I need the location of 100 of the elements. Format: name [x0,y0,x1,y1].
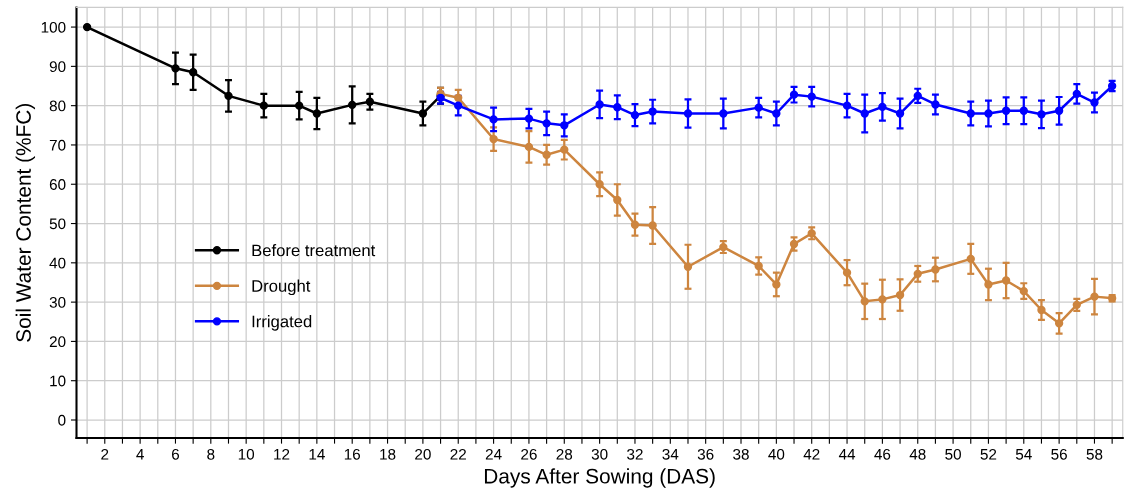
x-tick-label: 30 [591,448,608,460]
point [648,221,657,230]
x-tick-label: 48 [909,448,926,460]
legend-label: Drought [252,279,311,296]
point [931,100,940,109]
point [683,262,693,271]
point [984,109,993,118]
point [595,180,604,189]
point [613,103,622,112]
x-tick-label: 56 [1051,448,1067,460]
x-tick-label: 12 [274,448,290,460]
point [966,254,975,264]
point [542,119,551,128]
x-tick-label: 50 [945,448,961,460]
x-tick-label: 8 [207,448,215,460]
y-tick-label: 70 [49,139,66,151]
point [1037,305,1046,315]
point [648,107,657,116]
point [719,109,728,118]
point [683,109,693,118]
y-tick-label: 90 [49,61,66,73]
x-tick-label: 32 [627,448,643,460]
point [365,97,375,106]
point [1001,276,1011,285]
point [524,114,534,123]
point [560,145,569,154]
y-tick-label: 100 [41,21,66,33]
point [913,269,922,278]
point [1072,89,1081,99]
point [807,92,816,101]
point [1019,106,1028,115]
x-tick-label: 2 [101,448,109,460]
y-tick-label: 0 [58,414,66,426]
x-tick-label: 6 [172,448,180,460]
point [1090,98,1099,107]
point [188,68,198,77]
point [1090,292,1099,301]
point [895,109,905,118]
x-tick-label: 22 [450,448,466,460]
point [772,280,781,289]
point [348,100,357,110]
y-tick-label: 50 [49,218,66,230]
point [878,295,887,304]
x-tick-label: 18 [380,448,396,460]
x-tick-label: 58 [1086,448,1103,460]
point [754,103,763,112]
point [789,90,799,99]
point [754,261,763,271]
point [595,100,604,109]
point [560,121,569,130]
point [312,109,322,118]
x-tick-label: 42 [803,448,820,460]
x-tick-label: 38 [733,448,749,460]
point [860,109,869,118]
x-tick-label: 20 [415,448,431,460]
x-axis-title: Days After Sowing (DAS) [484,468,715,488]
point [82,22,92,32]
point [878,102,887,112]
x-tick-label: 10 [238,448,255,460]
legend-label: Irrigated [252,315,312,331]
point [1054,319,1064,328]
x-tick-label: 52 [980,448,997,460]
point [931,265,940,274]
point [224,91,233,101]
y-tick-label: 60 [49,179,66,190]
y-tick-label: 20 [49,336,66,348]
x-tick-label: 40 [768,448,785,460]
x-tick-label: 36 [697,448,714,460]
x-tick-label: 54 [1015,449,1032,460]
point [171,64,180,73]
point [295,101,304,110]
point [842,268,852,277]
x-tick-label: 46 [874,448,891,460]
y-axis-title: Soil Water Content (%FC) [15,104,36,342]
x-tick-label: 26 [521,448,537,460]
point [418,109,428,118]
point [630,110,640,120]
x-tick-label: 16 [344,448,361,460]
x-tick-label: 28 [556,448,573,460]
point [966,109,975,118]
point [1001,106,1011,115]
point [630,220,640,229]
point [842,101,852,110]
point [860,297,869,306]
point [489,115,498,124]
point [524,142,534,152]
x-tick-label: 24 [485,448,502,460]
point [772,109,781,118]
y-tick-label: 80 [49,100,66,112]
y-tick-label: 40 [49,257,66,269]
point [259,101,269,110]
point [984,280,993,289]
x-tick-label: 4 [136,449,144,460]
point [1037,110,1046,119]
legend-label: Before treatment [252,244,376,257]
point [613,195,622,205]
point [489,134,498,144]
x-tick-label: 44 [838,449,856,460]
x-tick-label: 14 [309,449,325,460]
y-tick-label: 30 [49,296,66,308]
